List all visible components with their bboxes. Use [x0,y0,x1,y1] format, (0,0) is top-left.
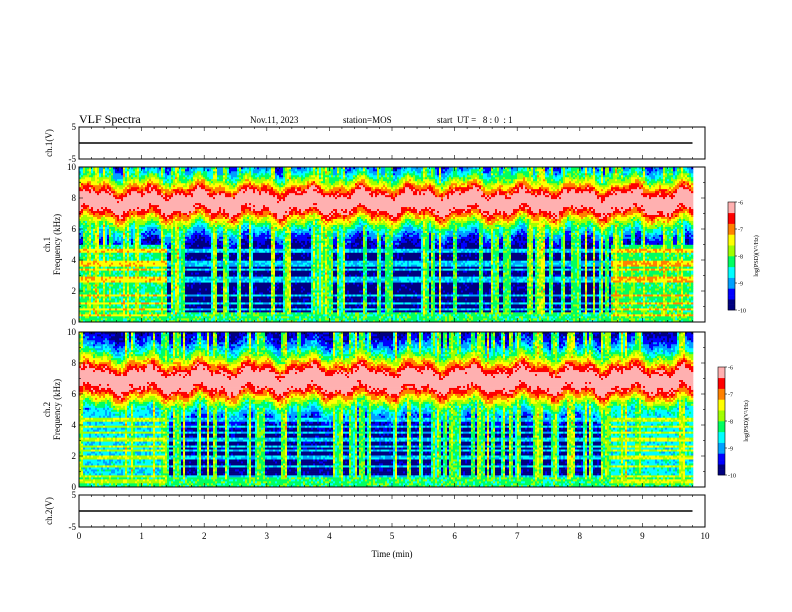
colorbar-tick-label: -9 [728,447,733,453]
y-tick-label: 6 [72,224,77,234]
y-tick-label: 5 [72,490,77,500]
y-axis-label: ch.1(V) [44,129,54,157]
y-tick-label: -5 [69,522,77,532]
y-tick-label: 2 [72,451,77,461]
ch2-waveform-panel: 5 -5 ch.2(V) [44,490,705,532]
y-axis-label: ch.2 [42,402,52,417]
x-tick-label: 10 [701,531,711,541]
ch2-spectrogram-cells [79,332,693,487]
y-tick-label: 4 [72,420,77,430]
y-tick-label: 8 [72,193,77,203]
colorbar-tick-label: -9 [738,282,743,288]
y-tick-label: 10 [67,327,77,337]
y-tick-label: 10 [67,162,77,172]
figure-title: VLF Spectra [79,112,141,126]
y-axis-label-frequency: Frequency (kHz) [52,214,62,275]
ch1-spectrogram-panel: -6 -7 -8 -9 -10 log(PSD)(V²/Hz) 0 2 4 6 8 10 ch.1 Fre… [42,162,760,327]
colorbar-tick-label: -7 [728,393,733,399]
ch1-waveform-panel: 5-5ch.1(V) [44,122,705,164]
y-tick-label: 5 [72,122,77,132]
colorbar-tick-label: -8 [728,420,733,426]
x-tick-label: 3 [265,531,270,541]
colorbar-tick-label: -6 [738,201,743,207]
x-tick-label: 4 [327,531,332,541]
colorbar-label: log(PSD)(V²/Hz) [753,235,760,276]
station-label: station=MOS [343,115,392,125]
x-tick-label: 6 [452,531,457,541]
colorbar-tick-label: -7 [738,228,743,234]
ch2-spectrogram-colorbar: -6 -7 -8 -9 -10 log(PSD)(V²/Hz) [718,366,750,480]
x-axis: 0 1 2 3 4 5 6 7 8 9 10 Time (min) [77,531,710,559]
x-axis-label: Time (min) [372,549,413,559]
ch1-spectrogram-cells [79,167,693,322]
y-axis-label-frequency: Frequency (kHz) [52,379,62,440]
x-tick-label: 5 [390,531,395,541]
date-label: Nov.11, 2023 [250,115,299,125]
x-tick-label: 0 [77,531,82,541]
x-tick-label: 8 [578,531,583,541]
y-tick-label: 6 [72,389,77,399]
y-axis-label: ch.2(V) [44,497,54,525]
y-axis-label: ch.1 [42,237,52,252]
x-tick-label: 9 [640,531,645,541]
colorbar-tick-label: -10 [738,309,746,315]
x-tick-label: 2 [202,531,207,541]
x-tick-label: 1 [139,531,144,541]
y-tick-label: 0 [72,317,77,327]
colorbar-label: log(PSD)(V²/Hz) [743,400,750,441]
ch1-spectrogram-colorbar: -6 -7 -8 -9 -10 log(PSD)(V²/Hz) [728,201,760,315]
start-ut-label: start UT = 8 : 0 : 1 [437,115,513,125]
y-tick-label: 4 [72,255,77,265]
colorbar-tick-label: -6 [728,366,733,372]
colorbar-tick-label: -10 [728,474,736,480]
colorbar-tick-label: -8 [738,255,743,261]
x-tick-label: 7 [515,531,520,541]
y-tick-label: 8 [72,358,77,368]
y-tick-label: 2 [72,286,77,296]
